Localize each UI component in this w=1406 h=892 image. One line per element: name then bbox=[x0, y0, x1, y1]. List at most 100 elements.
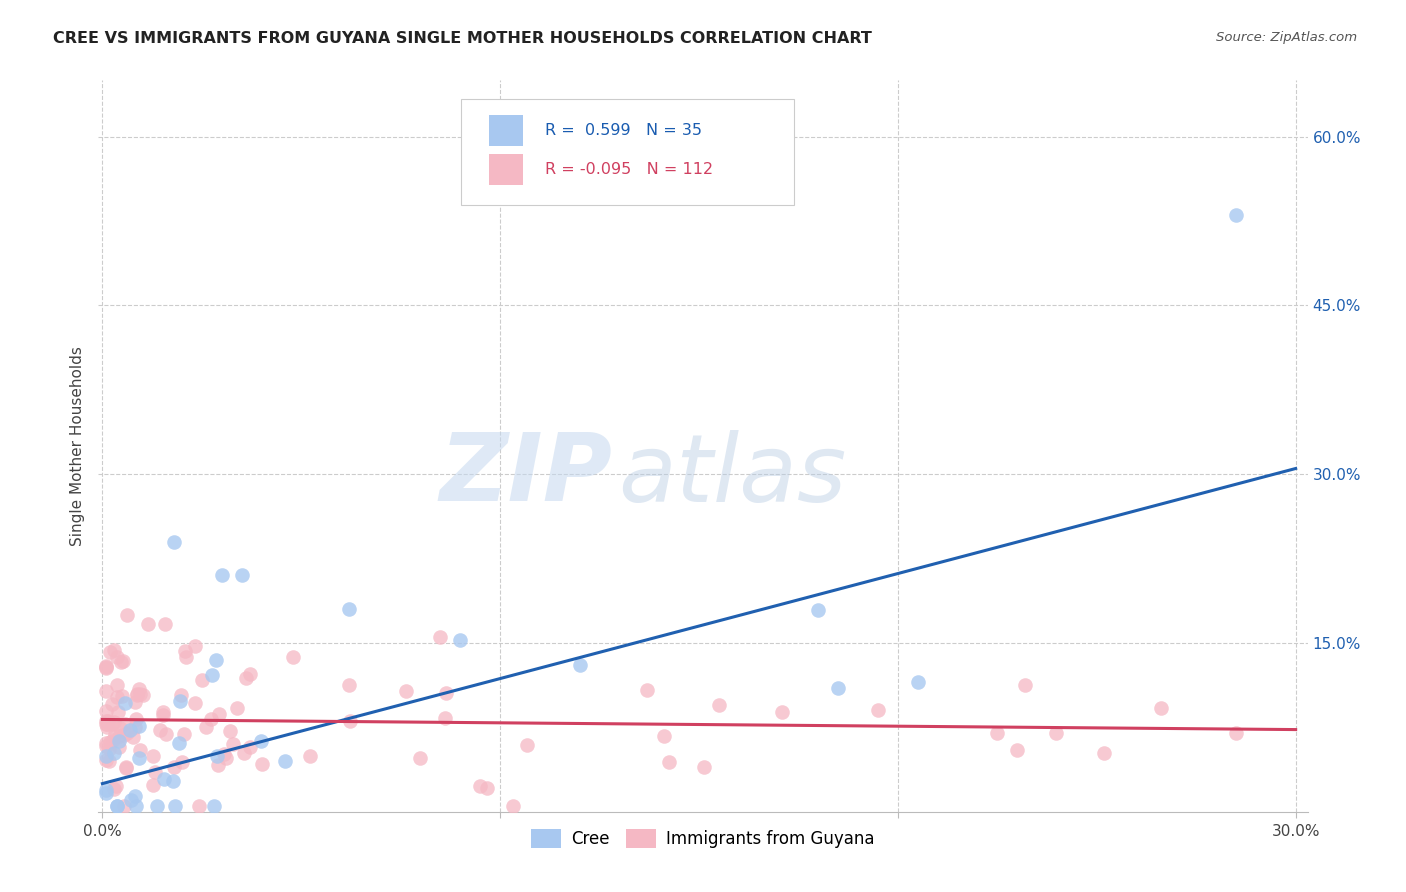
Point bbox=[1092, 747, 1115, 761]
Point bbox=[827, 681, 849, 695]
Point bbox=[124, 720, 146, 734]
Point bbox=[107, 733, 129, 747]
Point bbox=[299, 748, 322, 763]
Point bbox=[125, 712, 148, 726]
Point bbox=[202, 799, 225, 814]
Point bbox=[152, 707, 174, 722]
Point bbox=[183, 639, 205, 653]
Point bbox=[1225, 208, 1247, 222]
Point bbox=[96, 659, 118, 673]
Point bbox=[215, 751, 238, 765]
Text: atlas: atlas bbox=[619, 430, 846, 521]
Point bbox=[103, 781, 125, 796]
Point bbox=[122, 730, 145, 744]
Point bbox=[516, 738, 538, 752]
Point bbox=[658, 755, 681, 769]
Point bbox=[208, 706, 231, 721]
Point bbox=[434, 711, 457, 725]
Point bbox=[174, 649, 197, 664]
Point bbox=[475, 780, 498, 795]
Point bbox=[129, 743, 152, 757]
Point bbox=[429, 630, 451, 644]
Point bbox=[205, 748, 228, 763]
Point bbox=[96, 786, 118, 800]
Point bbox=[652, 729, 675, 743]
Point bbox=[693, 760, 716, 774]
Point bbox=[107, 706, 129, 720]
Point bbox=[129, 687, 152, 701]
Point bbox=[212, 747, 235, 761]
Point bbox=[127, 687, 149, 701]
Point bbox=[128, 719, 150, 733]
Point bbox=[115, 726, 138, 740]
Point bbox=[152, 705, 174, 719]
Point bbox=[152, 772, 174, 786]
Point bbox=[124, 789, 146, 803]
Point bbox=[163, 799, 186, 814]
Point bbox=[111, 689, 134, 703]
Point bbox=[96, 716, 118, 731]
Point bbox=[108, 740, 131, 755]
Point bbox=[1005, 743, 1028, 757]
Point bbox=[142, 778, 165, 792]
Bar bbox=[489, 154, 523, 185]
Point bbox=[211, 568, 233, 582]
Point bbox=[986, 726, 1008, 740]
Point bbox=[866, 703, 889, 717]
Point bbox=[104, 727, 127, 741]
Point bbox=[149, 723, 172, 738]
Point bbox=[98, 644, 121, 658]
Point bbox=[96, 716, 118, 731]
Point bbox=[96, 753, 118, 767]
Point bbox=[153, 616, 176, 631]
Point bbox=[163, 534, 186, 549]
Point bbox=[96, 748, 118, 763]
Point bbox=[226, 700, 249, 714]
Point bbox=[105, 779, 128, 793]
Point bbox=[1045, 726, 1067, 740]
Point bbox=[235, 672, 257, 686]
Point bbox=[163, 760, 186, 774]
Point bbox=[449, 632, 471, 647]
Point bbox=[97, 714, 120, 728]
Point bbox=[96, 739, 118, 754]
Point bbox=[143, 764, 166, 779]
Point bbox=[114, 760, 136, 774]
Point bbox=[127, 688, 149, 702]
Point bbox=[221, 737, 243, 751]
Point bbox=[167, 736, 190, 750]
Point bbox=[136, 616, 159, 631]
Point bbox=[502, 799, 524, 814]
Point bbox=[114, 696, 136, 710]
Point bbox=[1225, 726, 1247, 740]
Point bbox=[1150, 700, 1173, 714]
Point bbox=[96, 714, 118, 728]
Point bbox=[636, 682, 658, 697]
Point bbox=[128, 682, 150, 697]
Point bbox=[124, 695, 146, 709]
Point bbox=[96, 704, 118, 718]
Point bbox=[103, 714, 125, 729]
Point bbox=[281, 650, 304, 665]
Point bbox=[97, 754, 120, 768]
Point bbox=[110, 655, 132, 669]
Point bbox=[205, 653, 228, 667]
Point bbox=[231, 568, 253, 582]
Point bbox=[207, 758, 229, 772]
Text: CREE VS IMMIGRANTS FROM GUYANA SINGLE MOTHER HOUSEHOLDS CORRELATION CHART: CREE VS IMMIGRANTS FROM GUYANA SINGLE MO… bbox=[53, 31, 872, 46]
Point bbox=[195, 720, 218, 734]
Point bbox=[103, 643, 125, 657]
Point bbox=[395, 684, 418, 698]
Text: R =  0.599   N = 35: R = 0.599 N = 35 bbox=[544, 123, 702, 138]
FancyBboxPatch shape bbox=[461, 99, 793, 204]
Point bbox=[187, 799, 209, 814]
Point bbox=[111, 654, 134, 668]
Point bbox=[770, 706, 793, 720]
Point bbox=[96, 720, 118, 734]
Point bbox=[96, 736, 118, 750]
Point bbox=[112, 728, 135, 742]
Point bbox=[170, 755, 193, 769]
Point bbox=[96, 783, 118, 797]
Bar bbox=[489, 115, 523, 146]
Point bbox=[145, 799, 167, 814]
